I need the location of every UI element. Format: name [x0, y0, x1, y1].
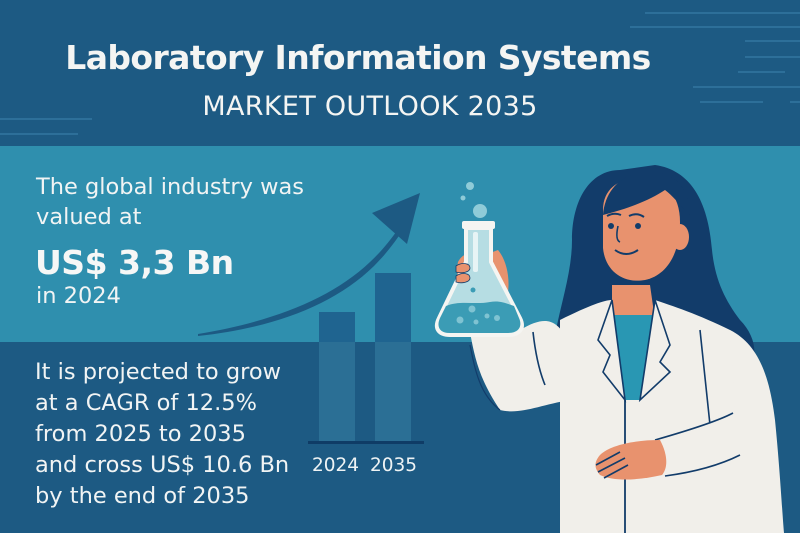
decorative-line — [0, 133, 78, 135]
projection-text: It is projected to grow at a CAGR of 12.… — [35, 357, 289, 512]
projection-line: at a CAGR of 12.5% — [35, 390, 257, 416]
chart-baseline — [308, 441, 424, 444]
header-band — [0, 0, 800, 146]
decorative-line — [645, 12, 800, 14]
projection-line: It is projected to grow — [35, 359, 282, 385]
decorative-line — [738, 71, 785, 73]
decorative-line — [0, 118, 92, 120]
bar-2024-upper — [319, 312, 355, 342]
projection-line: and cross US$ 10.6 Bn — [35, 452, 290, 478]
scientist-figure — [469, 165, 784, 533]
decorative-line — [745, 40, 800, 42]
intro-line-1: The global industry was — [36, 174, 305, 200]
intro-line-2: valued at — [36, 204, 142, 230]
x-label-2035: 2035 — [370, 455, 418, 476]
x-label-2024: 2024 — [312, 455, 360, 476]
value-year: in 2024 — [36, 283, 121, 309]
intro-text: The global industry was valued at — [36, 172, 304, 232]
bar-2035-upper — [375, 273, 411, 342]
page-subtitle: MARKET OUTLOOK 2035 — [202, 91, 538, 122]
decorative-line — [693, 86, 800, 88]
flask-icon — [434, 182, 524, 337]
projection-line: from 2025 to 2035 — [35, 421, 246, 447]
decorative-line — [745, 56, 800, 58]
market-value-2024: US$ 3,3 Bn — [35, 243, 234, 282]
growth-arrow-icon — [198, 193, 420, 336]
decorative-line — [630, 26, 800, 28]
decorative-line — [790, 101, 800, 103]
bar-2024 — [319, 342, 355, 442]
bar-2035 — [375, 342, 411, 442]
decorative-line — [700, 101, 763, 103]
projection-line: by the end of 2035 — [35, 483, 250, 509]
page-title: Laboratory Information Systems — [65, 38, 651, 77]
